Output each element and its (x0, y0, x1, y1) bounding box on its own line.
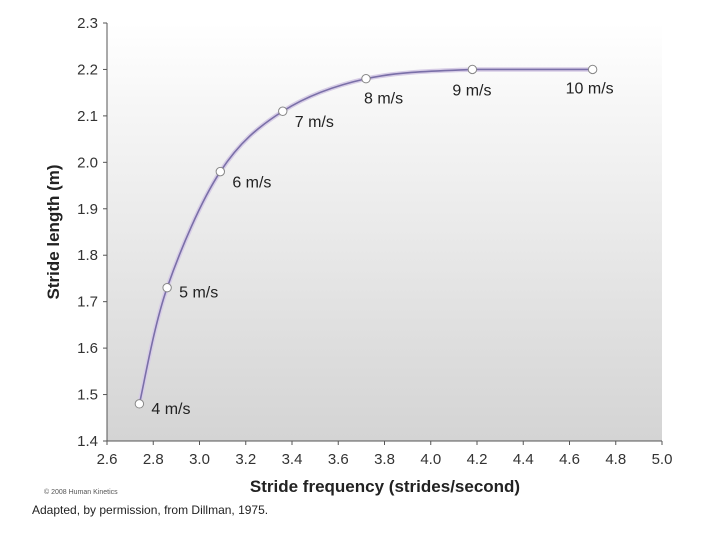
x-tick-label: 3.0 (189, 451, 210, 468)
copyright-text: © 2008 Human Kinetics (44, 488, 118, 496)
x-tick-label: 4.6 (559, 451, 580, 468)
x-tick-label: 4.2 (467, 451, 488, 468)
data-label: 6 m/s (232, 175, 271, 192)
y-tick-label: 2.1 (77, 108, 98, 125)
x-tick-label: 2.6 (97, 451, 118, 468)
x-tick-label: 3.4 (282, 451, 303, 468)
y-tick-label: 2.3 (77, 15, 98, 32)
data-label: 4 m/s (151, 401, 190, 418)
x-axis-title: Stride frequency (strides/second) (250, 477, 520, 496)
data-point (278, 106, 288, 116)
y-tick-label: 1.9 (77, 201, 98, 218)
y-tick-label: 2.0 (77, 154, 98, 171)
data-point (587, 64, 598, 75)
stride-chart: 2.6 2.8 3.0 3.2 3.4 3.6 3.8 4.0 4.2 4.4 4.6 4.8 5.0 … (44, 15, 673, 496)
y-tick-label: 1.6 (77, 340, 98, 357)
y-tick-label: 1.8 (77, 247, 98, 264)
x-tick-label: 4.0 (420, 451, 441, 468)
x-tick-label: 4.8 (605, 451, 626, 468)
y-axis-title: Stride length (m) (44, 164, 63, 299)
data-label: 9 m/s (452, 82, 491, 99)
x-tick-label: 5.0 (652, 451, 673, 468)
y-tick-label: 1.5 (77, 387, 98, 404)
data-label: 10 m/s (566, 80, 614, 97)
y-tick-label: 1.7 (77, 294, 98, 311)
x-tick-label: 3.8 (374, 451, 395, 468)
data-point (215, 166, 226, 177)
data-label: 7 m/s (295, 114, 334, 131)
y-tick-labels: 1.4 1.5 1.6 1.7 1.8 1.9 2.0 2.1 2.2 2.3 (77, 15, 107, 450)
plot-area (107, 23, 662, 441)
data-label: 5 m/s (179, 285, 218, 302)
data-point (134, 399, 145, 409)
x-tick-label: 3.2 (235, 451, 256, 468)
data-point (467, 64, 478, 75)
data-point (361, 74, 371, 84)
x-tick-label: 3.6 (328, 451, 349, 468)
x-tick-label: 4.4 (513, 451, 534, 468)
data-point (162, 283, 172, 293)
data-labels: 4 m/s 5 m/s 6 m/s 7 m/s 8 m/s 9 m/s 10 m/s (151, 80, 613, 417)
data-label: 8 m/s (364, 91, 403, 108)
x-tick-labels: 2.6 2.8 3.0 3.2 3.4 3.6 3.8 4.0 4.2 4.4 4.6 4.8 5.0 (97, 441, 673, 468)
data-points (134, 64, 598, 409)
source-caption: Adapted, by permission, from Dillman, 19… (32, 503, 269, 517)
y-tick-label: 1.4 (77, 433, 98, 450)
x-tick-label: 2.8 (143, 451, 164, 468)
y-tick-label: 2.2 (77, 61, 98, 78)
